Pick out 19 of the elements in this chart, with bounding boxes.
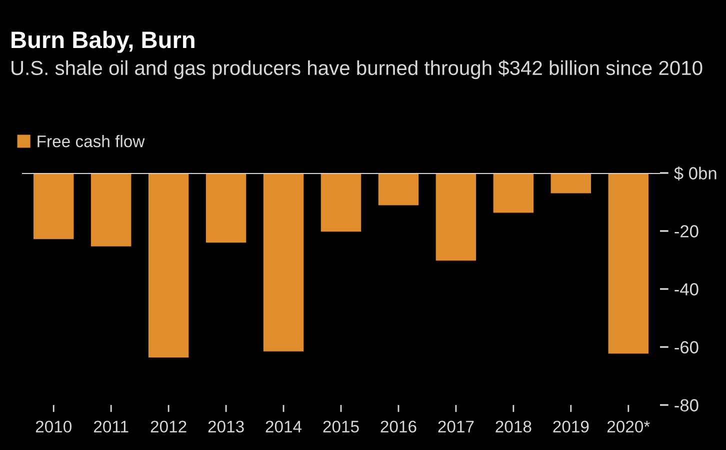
y-tick-label: -60 <box>674 341 698 354</box>
x-tick-label: 2011 <box>94 420 128 433</box>
x-tick-label: 2018 <box>496 420 532 433</box>
x-tick-label: 2016 <box>380 420 416 433</box>
y-tick-label: -20 <box>674 225 698 238</box>
y-tick-label: -80 <box>674 399 698 412</box>
x-tick-label: 2015 <box>323 420 359 433</box>
x-tick-label: 2014 <box>266 420 302 433</box>
chart-title: Burn Baby, Burn <box>12 30 194 53</box>
x-tick-label: 2012 <box>150 420 186 433</box>
chart-subtitle: U.S. shale oil and gas producers have burned through $342 billion since 2010 <box>12 60 702 80</box>
x-tick-label: 2010 <box>36 420 72 433</box>
x-tick-label: 2017 <box>438 420 474 433</box>
y-tick-label: -40 <box>674 283 698 296</box>
x-tick-label: 2013 <box>208 420 244 433</box>
y-tick-label: $ 0bn <box>674 166 716 180</box>
x-tick-label: 2020* <box>607 420 650 433</box>
legend-label: Free cash flow <box>38 135 145 148</box>
x-tick-label: 2019 <box>553 420 589 433</box>
